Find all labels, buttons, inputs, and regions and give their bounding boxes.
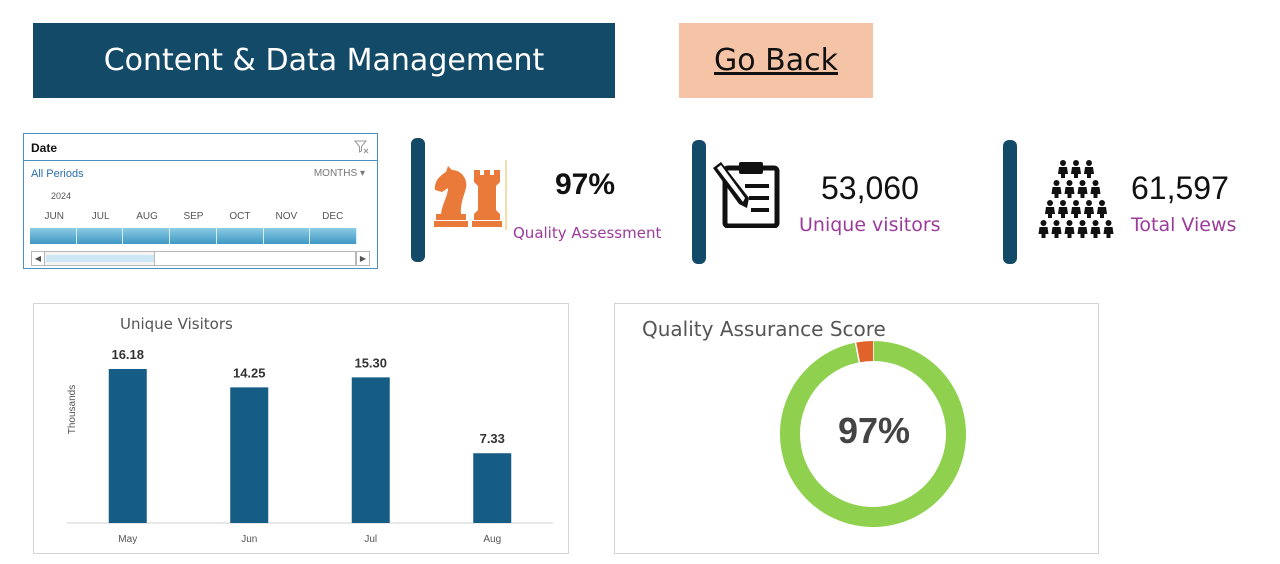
time-level-label: MONTHS — [313, 168, 358, 179]
x-tick-label: May — [118, 534, 137, 545]
month-label[interactable]: DEC — [322, 211, 344, 222]
visitors-kpi-value: 53,060 — [821, 170, 919, 206]
bar-chart-plot: 16.18 May 14.25 Jun 15.30 Jul 7.33 Aug — [67, 347, 553, 545]
views-kpi-value: 61,597 — [1131, 170, 1229, 206]
page-title: Content & Data Management — [33, 23, 615, 98]
slicer-header: Date — [24, 134, 377, 161]
kpi-accent-bar — [411, 138, 425, 262]
x-tick-label: Jul — [364, 534, 377, 545]
kpi-accent-bar — [692, 140, 706, 264]
scroll-track — [46, 255, 154, 262]
quality-kpi-value: 97% — [555, 168, 616, 201]
bar — [108, 369, 147, 523]
donut-center-label: 97% — [837, 410, 911, 451]
x-tick-label: Aug — [483, 534, 501, 545]
people-crowd-icon — [1038, 160, 1114, 238]
timeline-scrollbar[interactable]: ◀ ▶ — [31, 251, 370, 266]
bar — [473, 453, 512, 523]
clear-filter-icon[interactable] — [354, 139, 370, 155]
chart-title: Unique Visitors — [120, 315, 233, 333]
visitors-kpi-label: Unique visitors — [799, 214, 941, 236]
quality-assurance-chart: Quality Assurance Score 97% — [614, 303, 1099, 554]
scroll-right-icon[interactable]: ▶ — [356, 252, 369, 265]
data-label: 16.18 — [111, 347, 144, 362]
chess-pieces-icon — [434, 160, 507, 230]
donut-chart-plot — [780, 341, 966, 527]
chart-title: Quality Assurance Score — [642, 317, 886, 341]
scroll-left-icon[interactable]: ◀ — [32, 252, 45, 265]
views-kpi-label: Total Views — [1131, 214, 1237, 236]
slice-separator — [854, 342, 861, 363]
x-tick-label: Jun — [241, 534, 257, 545]
unique-visitors-chart: Unique Visitors Thousands 16.18 May 14.25 J… — [33, 303, 569, 554]
timeline-bar[interactable] — [30, 228, 358, 244]
month-label[interactable]: JUN — [44, 211, 64, 222]
scroll-thumb[interactable] — [154, 252, 356, 265]
date-slicer[interactable]: Date All Periods MONTHS ▾ 2024 JUN JUL A… — [23, 133, 378, 269]
clipboard-pencil-icon — [713, 162, 780, 228]
bar — [230, 387, 269, 523]
year-label: 2024 — [51, 191, 72, 201]
month-label[interactable]: OCT — [229, 211, 251, 222]
time-level-dropdown[interactable]: MONTHS ▾ — [314, 168, 365, 179]
donut-slice — [855, 341, 874, 363]
month-label[interactable]: AUG — [136, 211, 158, 222]
data-label: 15.30 — [354, 355, 387, 370]
month-label[interactable]: JUL — [91, 211, 110, 222]
data-label: 14.25 — [233, 365, 266, 380]
donut-slice — [780, 341, 966, 527]
kpi-accent-bar — [1003, 140, 1017, 264]
month-labels: JUN JUL AUG SEP OCT NOV DEC — [31, 211, 356, 222]
quality-kpi-label: Quality Assessment — [513, 224, 662, 242]
slicer-title: Date — [31, 141, 58, 155]
month-label[interactable]: SEP — [183, 211, 204, 222]
chevron-down-icon: ▾ — [359, 168, 365, 179]
bar — [351, 377, 390, 523]
go-back-button[interactable]: Go Back — [679, 23, 873, 98]
all-periods-label: All Periods — [31, 168, 84, 180]
month-label[interactable]: NOV — [275, 211, 298, 222]
data-label: 7.33 — [480, 431, 505, 446]
